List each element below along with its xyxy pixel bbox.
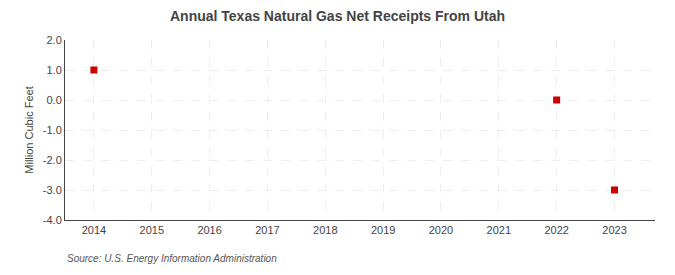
svg-text:2023: 2023 bbox=[602, 224, 626, 236]
svg-text:2015: 2015 bbox=[140, 224, 164, 236]
svg-text:1.0: 1.0 bbox=[47, 64, 62, 76]
svg-text:Million Cubic Feet: Million Cubic Feet bbox=[23, 86, 35, 173]
svg-text:-3.0: -3.0 bbox=[43, 184, 62, 196]
svg-text:Source: U.S. Energy Informatio: Source: U.S. Energy Information Administ… bbox=[67, 253, 277, 264]
svg-text:2016: 2016 bbox=[197, 224, 221, 236]
svg-text:2017: 2017 bbox=[255, 224, 279, 236]
svg-text:2020: 2020 bbox=[429, 224, 453, 236]
svg-text:2019: 2019 bbox=[371, 224, 395, 236]
svg-text:-2.0: -2.0 bbox=[43, 154, 62, 166]
svg-text:2021: 2021 bbox=[487, 224, 511, 236]
svg-text:2018: 2018 bbox=[313, 224, 337, 236]
svg-text:2.0: 2.0 bbox=[47, 34, 62, 46]
svg-text:-1.0: -1.0 bbox=[43, 124, 62, 136]
svg-text:2022: 2022 bbox=[544, 224, 568, 236]
svg-text:Annual Texas Natural Gas Net R: Annual Texas Natural Gas Net Receipts Fr… bbox=[170, 8, 505, 24]
svg-text:0.0: 0.0 bbox=[47, 94, 62, 106]
svg-text:-4.0: -4.0 bbox=[43, 214, 62, 226]
svg-text:2014: 2014 bbox=[82, 224, 106, 236]
